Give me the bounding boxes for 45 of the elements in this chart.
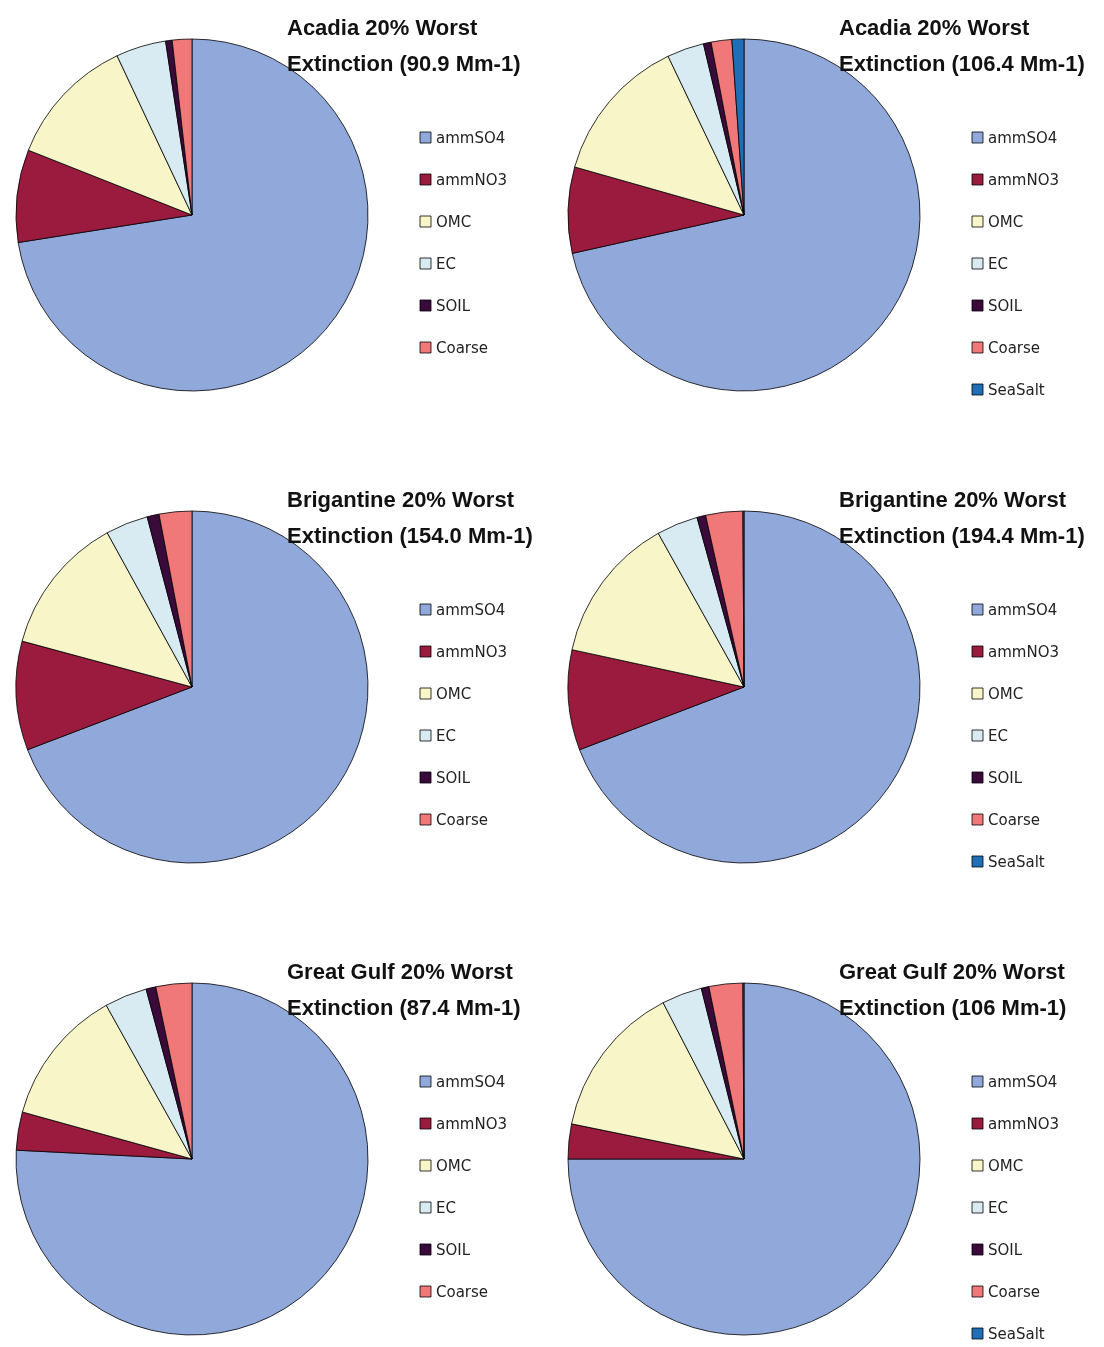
legend-label: ammSO4: [988, 600, 1058, 619]
legend-label: ammNO3: [436, 1114, 508, 1133]
legend-label: SeaSalt: [988, 380, 1045, 399]
legend-label: ammSO4: [988, 1072, 1058, 1091]
legend-label: SOIL: [988, 1240, 1023, 1259]
legend-label: Coarse: [988, 338, 1041, 357]
legend-label: ammNO3: [436, 170, 508, 189]
legend-label: ammNO3: [988, 1114, 1060, 1133]
legend-label: ammSO4: [436, 1072, 506, 1091]
legend-label: SOIL: [436, 296, 471, 315]
legend-label: ammSO4: [436, 128, 506, 147]
chart-title: Brigantine 20% Worst Extinction (194.4 Mm-1): [839, 486, 1085, 548]
legend-label: OMC: [988, 1156, 1024, 1175]
chart-title: Acadia 20% Worst Extinction (90.9 Mm-1): [287, 14, 521, 76]
legend-label: OMC: [436, 212, 472, 231]
legend-label: SOIL: [988, 296, 1023, 315]
legend-label: EC: [436, 1198, 456, 1217]
legend-label: SOIL: [988, 768, 1023, 787]
legend-label: Coarse: [436, 810, 489, 829]
legend-label: ammNO3: [988, 170, 1060, 189]
legend-label: ammNO3: [436, 642, 508, 661]
legend-label: Coarse: [436, 1282, 489, 1301]
legend-label: Coarse: [436, 338, 489, 357]
legend-label: EC: [988, 726, 1008, 745]
legend-label: EC: [988, 254, 1008, 273]
legend-label: Coarse: [988, 810, 1041, 829]
legend-label: EC: [436, 254, 456, 273]
chart-title: Acadia 20% Worst Extinction (106.4 Mm-1): [839, 14, 1085, 76]
legend-label: EC: [436, 726, 456, 745]
legend-label: OMC: [436, 1156, 472, 1175]
chart-title: Brigantine 20% Worst Extinction (154.0 Mm-1): [287, 486, 533, 548]
legend-label: OMC: [988, 684, 1024, 703]
legend-label: Coarse: [988, 1282, 1041, 1301]
chart-title: Great Gulf 20% Worst Extinction (87.4 Mm-1): [287, 958, 521, 1020]
legend-label: OMC: [988, 212, 1024, 231]
legend-label: SeaSalt: [988, 1324, 1045, 1343]
chart-title: Great Gulf 20% Worst Extinction (106 Mm-1): [839, 958, 1071, 1020]
legend-label: SeaSalt: [988, 852, 1045, 871]
legend-label: SOIL: [436, 1240, 471, 1259]
legend-label: ammSO4: [436, 600, 506, 619]
legend-label: ammNO3: [988, 642, 1060, 661]
legend-label: SOIL: [436, 768, 471, 787]
legend-label: EC: [988, 1198, 1008, 1217]
legend-label: ammSO4: [988, 128, 1058, 147]
legend-label: OMC: [436, 684, 472, 703]
